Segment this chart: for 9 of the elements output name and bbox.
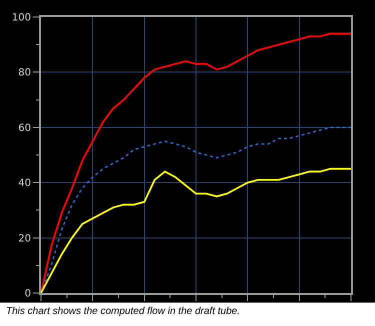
line-series <box>41 32 351 293</box>
y-tick-label: 80 <box>18 68 31 79</box>
y-tick-label: 60 <box>18 122 31 134</box>
y-tick-label: 0 <box>24 288 31 300</box>
y-tick-label: 100 <box>12 12 31 24</box>
text: This chart shows the computed flow in the draft tube. <box>6 306 240 317</box>
y-tick-label: 40 <box>18 178 31 190</box>
y-tick-label: 20 <box>18 233 31 244</box>
line-series <box>41 168 351 293</box>
